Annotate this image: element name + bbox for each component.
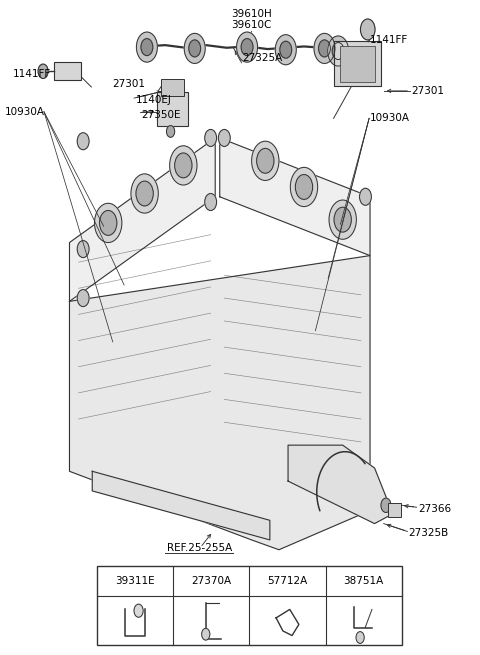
Polygon shape <box>70 255 370 550</box>
Circle shape <box>184 33 205 64</box>
Text: 39610H
39610C: 39610H 39610C <box>231 9 272 30</box>
Circle shape <box>136 181 153 206</box>
Text: REF.25-255A: REF.25-255A <box>167 543 232 553</box>
Polygon shape <box>92 472 270 540</box>
Circle shape <box>241 39 253 56</box>
Circle shape <box>95 203 122 242</box>
Circle shape <box>295 174 312 199</box>
Circle shape <box>134 604 143 617</box>
Text: 10930A: 10930A <box>4 107 45 117</box>
Circle shape <box>319 40 330 57</box>
Bar <box>340 47 374 83</box>
Circle shape <box>77 240 89 257</box>
Circle shape <box>356 631 364 643</box>
Text: 27370A: 27370A <box>191 576 231 586</box>
Circle shape <box>252 141 279 180</box>
Polygon shape <box>70 138 215 301</box>
Text: 10930A: 10930A <box>370 113 410 123</box>
Bar <box>388 502 401 517</box>
Circle shape <box>314 33 335 64</box>
Circle shape <box>329 200 356 239</box>
Circle shape <box>77 290 89 307</box>
Text: 1140EJ: 1140EJ <box>135 95 171 105</box>
Circle shape <box>276 35 296 65</box>
Circle shape <box>257 149 274 174</box>
Circle shape <box>328 36 348 66</box>
Polygon shape <box>288 445 393 523</box>
Circle shape <box>332 43 344 60</box>
Circle shape <box>205 130 216 147</box>
Circle shape <box>77 133 89 150</box>
Text: 27301: 27301 <box>113 79 146 89</box>
Text: 27350E: 27350E <box>142 110 181 120</box>
Text: 39311E: 39311E <box>115 576 155 586</box>
Circle shape <box>189 40 201 57</box>
Text: 57712A: 57712A <box>267 576 308 586</box>
Bar <box>157 92 188 126</box>
Bar <box>97 566 402 645</box>
Circle shape <box>334 207 351 232</box>
Circle shape <box>381 498 391 512</box>
Circle shape <box>38 64 48 79</box>
Text: 27325A: 27325A <box>242 53 283 63</box>
Polygon shape <box>220 138 370 255</box>
Text: 27366: 27366 <box>418 504 451 514</box>
Circle shape <box>167 126 175 138</box>
Circle shape <box>136 32 157 62</box>
Bar <box>334 41 382 86</box>
Bar <box>161 79 184 96</box>
Circle shape <box>290 168 318 206</box>
Circle shape <box>360 188 372 205</box>
Circle shape <box>280 41 292 58</box>
Circle shape <box>218 130 230 147</box>
Circle shape <box>131 174 158 213</box>
Text: 1141FF: 1141FF <box>13 69 51 79</box>
Text: 38751A: 38751A <box>344 576 384 586</box>
Circle shape <box>202 628 210 640</box>
Circle shape <box>175 153 192 178</box>
Circle shape <box>205 193 216 210</box>
Circle shape <box>237 32 258 62</box>
Circle shape <box>360 19 375 40</box>
Text: 1141FF: 1141FF <box>370 35 408 45</box>
Bar <box>54 62 81 81</box>
Circle shape <box>141 39 153 56</box>
Circle shape <box>169 146 197 185</box>
Circle shape <box>99 210 117 235</box>
Text: 27301: 27301 <box>411 86 444 96</box>
Text: 27325B: 27325B <box>409 529 449 538</box>
